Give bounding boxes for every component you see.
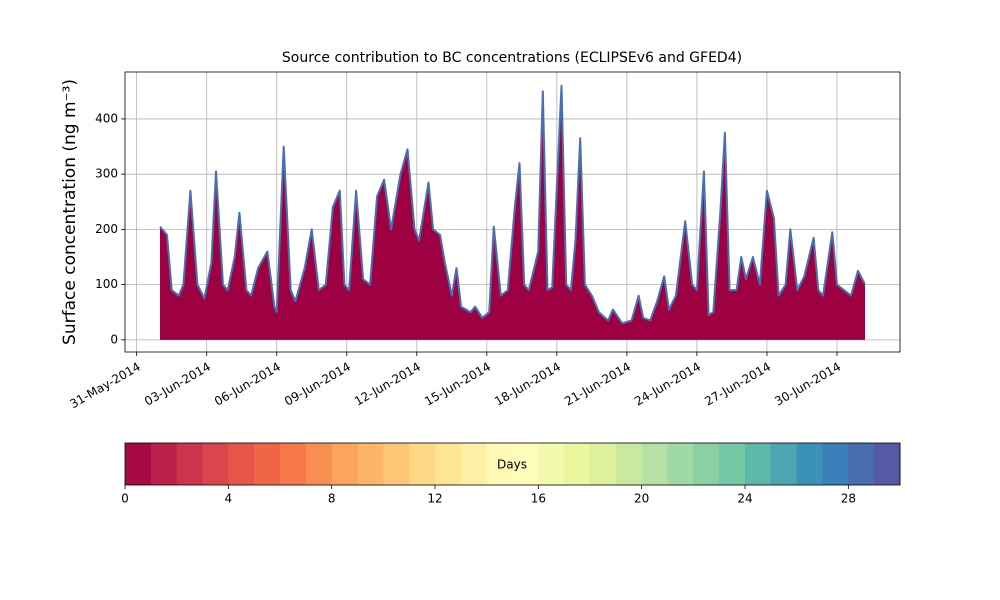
colorbar-bin (512, 443, 539, 485)
colorbar-bin (641, 443, 668, 485)
colorbar-bin (615, 443, 643, 485)
colorbar-tick-label: 8 (328, 492, 336, 506)
colorbar-tick-label: 4 (225, 492, 233, 506)
colorbar-tick-label: 0 (121, 492, 129, 506)
x-tick-label: 24-Jun-2014 (632, 360, 703, 409)
colorbar-bin (874, 443, 901, 485)
colorbar-bin (796, 443, 823, 485)
colorbar-label: Days (497, 458, 527, 472)
colorbar-bin (383, 443, 410, 485)
x-tick-label: 12-Jun-2014 (352, 360, 423, 409)
y-axis-label: Surface concentration (ng m⁻³) (60, 79, 80, 345)
area (160, 85, 865, 340)
colorbar-bin (667, 443, 694, 485)
x-tick-label: 09-Jun-2014 (282, 360, 353, 409)
y-tick-label: 400 (95, 111, 118, 125)
line (159, 84, 866, 325)
colorbar-bin (745, 443, 772, 485)
colorbar-bin (305, 443, 333, 485)
x-tick-label: 27-Jun-2014 (702, 360, 773, 409)
colorbar-bin (460, 443, 488, 485)
colorbar-bin (150, 443, 178, 485)
colorbar-bin (719, 443, 746, 485)
colorbar-bin (254, 443, 281, 485)
colorbar-tick-label: 16 (531, 492, 546, 506)
colorbar-bin (357, 443, 384, 485)
x-tick-label: 03-Jun-2014 (142, 360, 213, 409)
colorbar-bin (202, 443, 229, 485)
colorbar-bin (564, 443, 591, 485)
x-tick-label: 31-May-2014 (67, 360, 142, 412)
colorbar-bin (331, 443, 358, 485)
y-tick-label: 300 (95, 167, 118, 181)
x-tick-label: 06-Jun-2014 (212, 360, 283, 409)
plot-frame (124, 71, 901, 353)
y-tick-label: 200 (95, 222, 118, 236)
colorbar-bin (770, 443, 798, 485)
colorbar-bin (693, 443, 720, 485)
colorbar-bin (125, 443, 152, 485)
colorbar-tick-label: 12 (427, 492, 442, 506)
chart-title: Source contribution to BC concentrations… (282, 50, 742, 66)
colorbar-bin (590, 443, 617, 485)
colorbar-bin (822, 443, 849, 485)
y-tick-label: 100 (95, 277, 118, 291)
x-tick-label: 18-Jun-2014 (492, 360, 563, 409)
colorbar-bin (435, 443, 462, 485)
colorbar-tick-label: 20 (634, 492, 649, 506)
colorbar-bin (486, 443, 513, 485)
colorbar-bin (280, 443, 307, 485)
colorbar-bin (538, 443, 565, 485)
colorbar-frame (124, 442, 901, 486)
x-tick-label: 21-Jun-2014 (562, 360, 633, 409)
colorbar-tick-label: 28 (841, 492, 856, 506)
x-tick-label: 30-Jun-2014 (772, 360, 843, 409)
x-tick-label: 15-Jun-2014 (422, 360, 493, 409)
colorbar-bin (848, 443, 875, 485)
colorbar-bin (409, 443, 436, 485)
y-tick-label: 0 (110, 332, 118, 346)
colorbar-bin (228, 443, 255, 485)
colorbar-bin (176, 443, 203, 485)
colorbar-tick-label: 24 (737, 492, 752, 506)
